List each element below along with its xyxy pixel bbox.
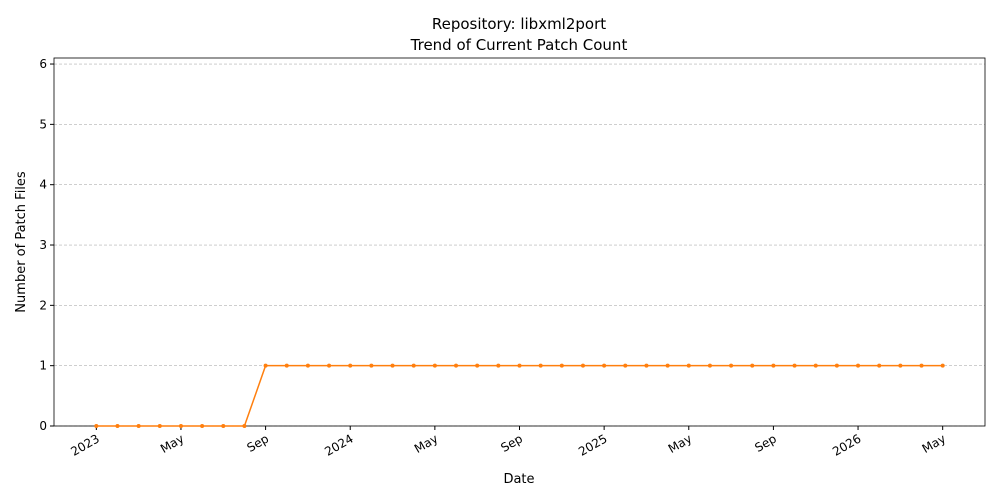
data-point [940, 363, 945, 368]
data-point [454, 363, 459, 368]
y-tick-label: 0 [39, 419, 47, 433]
data-point [432, 363, 437, 368]
x-tick-label: 2023 [68, 431, 101, 458]
x-tick-label: May [412, 431, 440, 456]
data-point [707, 363, 712, 368]
x-tick-label: Sep [244, 431, 271, 454]
series-line [96, 364, 943, 427]
data-point [559, 363, 564, 368]
y-tick-label: 1 [39, 359, 47, 373]
data-point [665, 363, 670, 368]
data-point [644, 363, 649, 368]
data-point [348, 363, 353, 368]
y-tick-label: 6 [39, 57, 47, 71]
data-point [242, 424, 247, 428]
x-tick-label: May [920, 431, 948, 456]
plot-frame [53, 57, 986, 427]
x-tick-label: 2024 [322, 431, 355, 458]
data-point [919, 363, 924, 368]
data-point [538, 363, 543, 368]
data-point [877, 363, 882, 368]
data-point [813, 363, 818, 368]
data-point [496, 363, 501, 368]
data-point [856, 363, 861, 368]
y-axis-label: Number of Patch Files [14, 171, 29, 313]
y-tick-label: 3 [39, 238, 47, 252]
y-tick-label: 5 [39, 117, 47, 131]
data-point [411, 363, 416, 368]
data-point [284, 363, 289, 368]
data-point [327, 363, 332, 368]
data-point [792, 363, 797, 368]
data-point [517, 363, 522, 368]
data-point [369, 363, 374, 368]
data-point [750, 363, 755, 368]
data-point [178, 424, 183, 428]
data-point [390, 363, 395, 368]
data-point [834, 363, 839, 368]
data-point [475, 363, 480, 368]
data-point [263, 363, 268, 368]
x-axis-label: Date [503, 472, 534, 487]
x-tick-label: Sep [498, 431, 525, 454]
data-point [157, 424, 162, 428]
chart-title: Repository: libxml2port [432, 15, 606, 33]
x-tick-label: Sep [752, 431, 779, 454]
x-tick-label: 2025 [576, 431, 609, 458]
data-point [136, 424, 141, 428]
data-point [94, 424, 99, 428]
data-point [305, 363, 310, 368]
data-point [602, 363, 607, 368]
x-tick-label: 2026 [830, 431, 863, 458]
data-point [200, 424, 205, 428]
y-tick-label: 2 [39, 298, 47, 312]
data-point [898, 363, 903, 368]
chart-subtitle: Trend of Current Patch Count [410, 36, 628, 54]
y-tick-label: 4 [39, 178, 47, 192]
x-tick-label: May [158, 431, 186, 456]
data-point [115, 424, 120, 428]
data-point [221, 424, 226, 428]
data-point [729, 363, 734, 368]
data-point [623, 363, 628, 368]
data-point [580, 363, 585, 368]
data-point [771, 363, 776, 368]
data-point [686, 363, 691, 368]
x-tick-label: May [666, 431, 694, 456]
